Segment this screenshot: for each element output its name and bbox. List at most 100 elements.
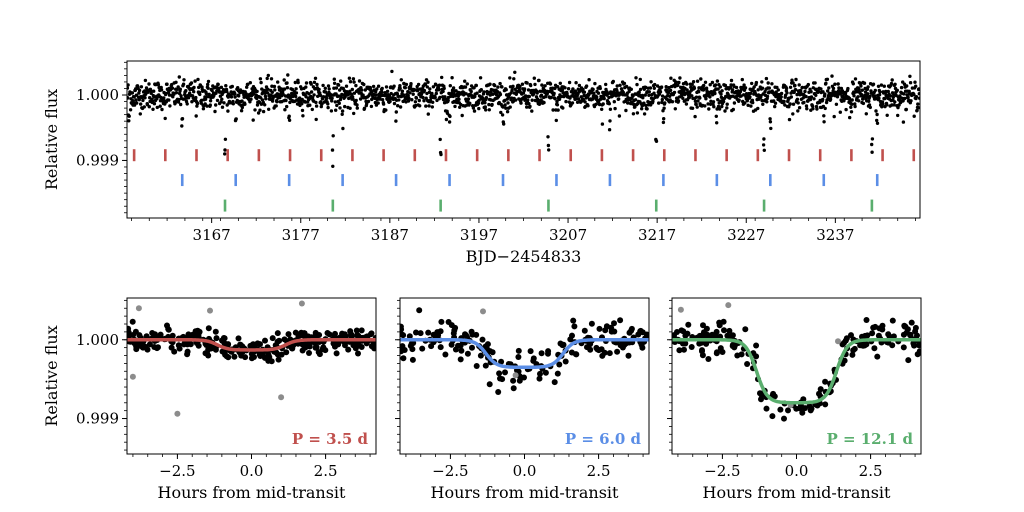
data-point — [777, 406, 784, 413]
data-point — [483, 101, 487, 105]
x-tick-label: 3227 — [727, 226, 765, 244]
data-point — [506, 101, 510, 105]
data-point — [683, 91, 687, 96]
data-point — [274, 330, 281, 337]
data-point — [813, 81, 817, 85]
data-point — [205, 325, 212, 332]
data-point — [699, 348, 705, 355]
data-point — [441, 89, 445, 94]
data-point — [708, 102, 713, 107]
data-point — [702, 83, 706, 88]
data-point — [553, 86, 557, 91]
data-point — [274, 338, 281, 345]
data-point — [768, 120, 773, 124]
data-point — [885, 331, 892, 338]
data-point — [726, 327, 733, 334]
data-point — [167, 93, 172, 97]
data-point — [159, 88, 164, 92]
data-point — [448, 84, 452, 88]
data-point — [545, 91, 549, 96]
data-point — [849, 105, 853, 110]
data-point — [685, 321, 692, 328]
data-point — [430, 91, 434, 96]
data-point — [748, 95, 752, 99]
data-point — [394, 119, 398, 123]
data-point — [261, 109, 266, 114]
data-point — [546, 135, 550, 139]
data-point — [155, 105, 159, 110]
data-point — [890, 333, 897, 340]
data-point — [352, 80, 356, 84]
data-point — [471, 106, 476, 110]
data-point — [331, 134, 335, 138]
data-point — [853, 104, 857, 109]
data-point — [488, 82, 492, 86]
data-point — [299, 347, 306, 354]
folded-panel-2: −2.5 0.0 2.5 Hours from mid-transit P = 6.0 … — [395, 297, 650, 502]
data-point — [149, 91, 153, 96]
data-point — [323, 86, 327, 91]
data-point — [695, 105, 699, 109]
data-point — [152, 89, 156, 93]
data-point — [437, 344, 444, 351]
data-point — [500, 113, 505, 117]
data-point — [567, 336, 574, 343]
data-point — [355, 103, 359, 107]
data-point — [431, 85, 436, 89]
data-point — [394, 110, 398, 114]
data-point — [716, 98, 720, 102]
data-point — [822, 114, 826, 118]
data-point — [434, 329, 441, 336]
data-point — [334, 86, 339, 90]
data-point — [806, 82, 810, 87]
data-point — [398, 105, 403, 109]
data-point — [627, 89, 631, 94]
data-point — [448, 322, 455, 329]
data-point — [519, 101, 523, 105]
data-point — [313, 344, 320, 351]
data-point — [607, 95, 611, 100]
folded-panel-1: −2.5 0.0 2.5 0.999 1.000 Hours from mid-trans… — [42, 297, 377, 502]
data-point — [160, 107, 164, 112]
folded-points — [400, 307, 649, 395]
data-point — [225, 354, 232, 361]
data-point — [911, 342, 918, 349]
data-point — [353, 327, 360, 334]
data-point — [859, 333, 865, 340]
data-point — [135, 101, 139, 105]
data-point — [174, 91, 179, 95]
data-point — [863, 317, 870, 323]
data-point — [556, 361, 563, 368]
data-point — [537, 370, 543, 377]
data-point — [385, 89, 390, 94]
data-point — [781, 415, 787, 422]
data-point — [338, 97, 343, 102]
data-point — [388, 99, 392, 104]
data-point — [464, 350, 471, 357]
outlier-point — [174, 410, 181, 417]
data-point — [772, 99, 776, 103]
data-point — [917, 96, 920, 100]
outlier-point — [512, 372, 519, 379]
data-point — [596, 325, 603, 332]
data-point — [142, 343, 149, 350]
data-point — [715, 107, 719, 111]
data-point — [838, 110, 842, 114]
data-point — [884, 89, 888, 94]
x-tick-label: 0.0 — [240, 462, 264, 480]
data-point — [784, 86, 789, 91]
data-point — [708, 95, 712, 99]
x-axis-label: BJD−2454833 — [466, 247, 582, 266]
x-axis-label: Hours from mid-transit — [158, 483, 346, 502]
data-point — [783, 103, 787, 107]
data-point — [509, 96, 514, 100]
data-point — [868, 105, 872, 110]
y-tick-label: 0.999 — [76, 151, 119, 169]
data-point — [428, 98, 433, 103]
data-point — [403, 86, 407, 90]
data-point — [785, 91, 789, 95]
data-point — [880, 105, 884, 109]
data-point — [451, 86, 456, 90]
data-point — [591, 87, 595, 92]
outlier-point — [129, 373, 136, 380]
